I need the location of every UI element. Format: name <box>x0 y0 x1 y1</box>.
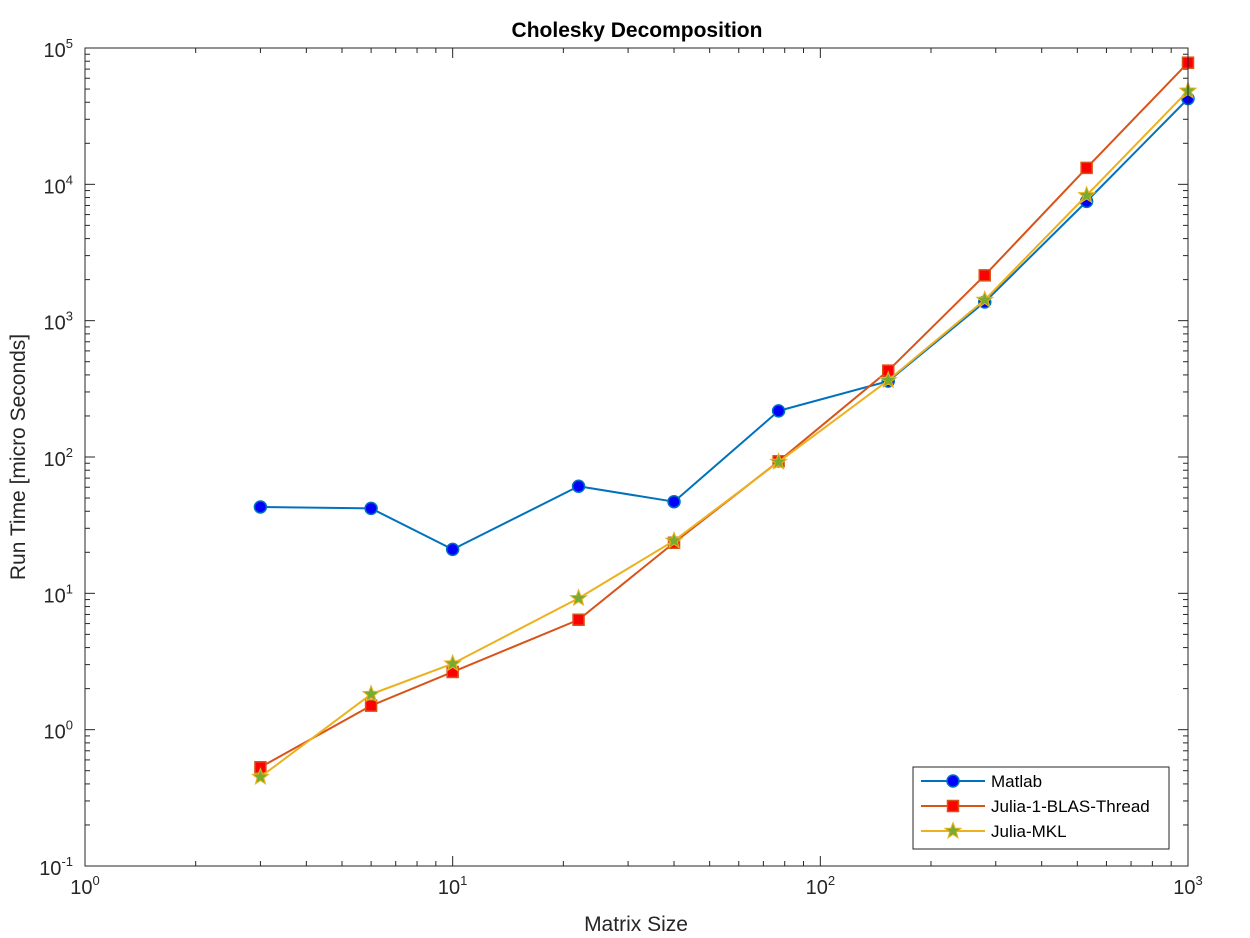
data-point <box>878 370 898 389</box>
axes-box <box>84 47 1189 867</box>
x-tick-label: 100 <box>70 873 99 899</box>
y-tick-label: 101 <box>44 581 73 607</box>
legend-marker <box>943 821 963 840</box>
data-point <box>364 699 378 712</box>
data-point <box>364 501 378 516</box>
data-point <box>253 500 268 514</box>
data-point <box>771 404 786 418</box>
x-tick-label: 101 <box>438 873 467 899</box>
series-line <box>260 97 1189 551</box>
data-point <box>361 684 381 703</box>
data-point <box>569 588 588 607</box>
data-point <box>250 767 270 785</box>
legend-marker <box>946 774 960 788</box>
y-tick-label: 105 <box>44 36 73 62</box>
x-axis-label: Matrix Size <box>584 913 688 936</box>
data-point <box>975 289 995 308</box>
y-tick-label: 104 <box>44 172 73 198</box>
x-tick-label: 102 <box>806 873 835 899</box>
series-line <box>259 90 1189 778</box>
data-point <box>1077 185 1097 204</box>
y-tick-label: 10-1 <box>39 854 73 880</box>
data-point <box>443 653 463 672</box>
data-point <box>978 269 991 282</box>
data-point <box>445 542 460 557</box>
legend-label: Matlab <box>991 772 1042 791</box>
legend-marker <box>946 799 960 813</box>
series-layer <box>250 56 1198 785</box>
legend-label: Julia-1-BLAS-Thread <box>991 797 1150 816</box>
data-point <box>769 452 789 470</box>
series-julia-mkl <box>250 80 1198 785</box>
data-point <box>572 613 585 627</box>
y-tick-label: 100 <box>44 718 73 744</box>
y-tick-label: 102 <box>44 445 73 471</box>
legend: Matlab Julia-1-BLAS-Thread Julia-MKL <box>912 766 1170 850</box>
data-point <box>571 479 586 494</box>
x-tick-label: 103 <box>1173 873 1202 899</box>
data-point <box>1080 161 1093 175</box>
y-tick-label: 103 <box>44 309 73 335</box>
legend-label: Julia-MKL <box>991 822 1067 841</box>
chart-title: Cholesky Decomposition <box>512 19 763 42</box>
y-axis-label: Run Time [micro Seconds] <box>7 334 30 580</box>
plot-area <box>85 48 1188 866</box>
data-point <box>667 494 681 509</box>
data-point <box>664 530 684 549</box>
